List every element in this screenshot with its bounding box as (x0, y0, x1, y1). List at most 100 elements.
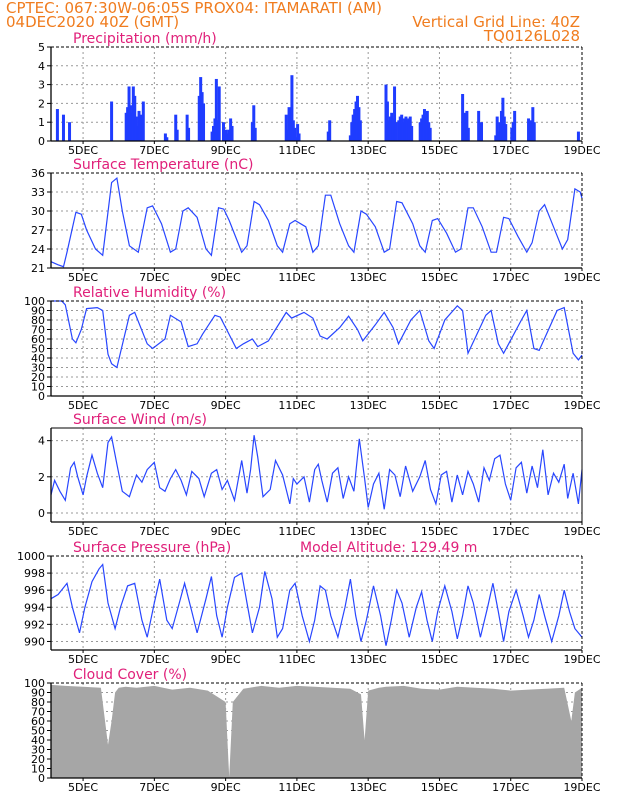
temp-xtick-label: 11DEC (278, 271, 315, 284)
wind-xtick-label: 19DEC (563, 525, 600, 538)
temp-ytick-label: 33 (31, 186, 45, 199)
header-date: 04DEC2020 40Z (GMT) (6, 13, 180, 31)
pres-xtick-label: 7DEC (139, 653, 169, 666)
rh-xtick-label: 15DEC (421, 399, 458, 412)
pres-ytick-label: 992 (24, 618, 45, 631)
temp-xtick-label: 19DEC (563, 271, 600, 284)
cloud-xtick-label: 5DEC (68, 781, 98, 794)
precip-bar (504, 124, 508, 141)
wind-title: Surface Wind (m/s) (73, 412, 207, 428)
wind-xtick-label: 9DEC (211, 525, 241, 538)
cloud-xtick-label: 11DEC (278, 781, 315, 794)
precip-bar (230, 125, 234, 141)
rh-ytick-label: 60 (31, 333, 45, 346)
cloud-xtick-label: 19DEC (563, 781, 600, 794)
cloud-ytick-label: 80 (31, 696, 45, 709)
precip-ytick-label: 3 (38, 79, 45, 92)
pres-series-line (50, 563, 583, 646)
cloud-ytick-label: 40 (31, 734, 45, 747)
temp-series-line (50, 176, 583, 268)
precip-bar (252, 105, 256, 141)
precip-bar (410, 125, 414, 141)
rh-ytick-label: 50 (31, 343, 45, 356)
precip-bar (513, 110, 517, 141)
precip-ytick-label: 1 (38, 116, 45, 129)
cloud-ytick-label: 90 (31, 687, 45, 700)
temp-ytick-label: 24 (31, 243, 45, 256)
wind-xtick-label: 5DEC (68, 525, 98, 538)
precip-bar (358, 120, 362, 141)
precip-bar (293, 127, 297, 141)
rh-ytick-label: 90 (31, 305, 45, 318)
temp-xtick-label: 9DEC (211, 271, 241, 284)
pres-xtick-label: 19DEC (563, 653, 600, 666)
precip-bar (110, 101, 114, 141)
precip-bar (296, 124, 300, 141)
cloud-ytick-label: 20 (31, 753, 45, 766)
precip-bar (141, 101, 145, 141)
precip-bar (297, 133, 301, 141)
precip-bar (174, 114, 178, 141)
rh-ytick-label: 40 (31, 352, 45, 365)
pres-xtick-label: 17DEC (492, 653, 529, 666)
precip-xtick-label: 11DEC (278, 144, 315, 157)
cloud-xtick-label: 9DEC (211, 781, 241, 794)
pres-xtick-label: 9DEC (211, 653, 241, 666)
rh-ytick-label: 10 (31, 381, 45, 394)
temp-ytick-label: 21 (31, 262, 45, 275)
precip-bar (394, 122, 398, 141)
wind-series-line (50, 435, 583, 510)
precip-bar (217, 86, 221, 141)
pres-xtick-label: 11DEC (278, 653, 315, 666)
precip-bar (495, 116, 499, 141)
precip-bar (465, 110, 469, 141)
temp-xtick-label: 5DEC (68, 271, 98, 284)
precip-bar (284, 114, 288, 141)
cloud-ytick-label: 70 (31, 706, 45, 719)
precip-bar (328, 120, 332, 141)
rh-xtick-label: 9DEC (211, 399, 241, 412)
rh-ytick-label: 100 (24, 295, 45, 308)
precip-bar (527, 118, 531, 141)
cloud-xtick-label: 7DEC (139, 781, 169, 794)
pres-title: Surface Pressure (hPa) (73, 540, 231, 556)
precip-bar (165, 137, 169, 141)
precip-ytick-label: 4 (38, 60, 45, 73)
cloud-ytick-label: 50 (31, 725, 45, 738)
precip-ytick-label: 5 (38, 41, 45, 54)
precip-bar (290, 75, 294, 141)
wind-ytick-label: 4 (38, 435, 45, 448)
cloud-area (51, 684, 582, 778)
temp-xtick-label: 17DEC (492, 271, 529, 284)
pres-ytick-label: 996 (24, 584, 45, 597)
pres-xtick-label: 5DEC (68, 653, 98, 666)
precip-xtick-label: 15DEC (421, 144, 458, 157)
cloud-ytick-label: 60 (31, 715, 45, 728)
rh-title: Relative Humidity (%) (73, 285, 226, 301)
header-code: TQ0126L028 (483, 27, 580, 45)
cloud-title: Cloud Cover (%) (73, 667, 187, 683)
temp-ytick-label: 36 (31, 167, 45, 180)
temp-xtick-label: 15DEC (421, 271, 458, 284)
rh-ytick-label: 20 (31, 371, 45, 384)
cloud-ytick-label: 0 (38, 772, 45, 785)
cloud-xtick-label: 15DEC (421, 781, 458, 794)
temp-ytick-label: 30 (31, 205, 45, 218)
wind-xtick-label: 11DEC (278, 525, 315, 538)
cloud-ytick-label: 30 (31, 744, 45, 757)
pres-ytick-label: 994 (24, 601, 45, 614)
precip-bar (68, 122, 72, 141)
precip-bar (253, 127, 257, 141)
pres-xtick-label: 13DEC (350, 653, 387, 666)
temp-xtick-label: 13DEC (350, 271, 387, 284)
cloud-xtick-label: 13DEC (350, 781, 387, 794)
pres-ytick-label: 1000 (17, 550, 45, 563)
cloud-xtick-label: 17DEC (492, 781, 529, 794)
pres-ytick-label: 998 (24, 567, 45, 580)
precip-bar (576, 131, 580, 141)
rh-xtick-label: 13DEC (350, 399, 387, 412)
temp-ytick-label: 27 (31, 224, 45, 237)
wind-ytick-label: 0 (38, 507, 45, 520)
precip-bar (202, 103, 206, 141)
